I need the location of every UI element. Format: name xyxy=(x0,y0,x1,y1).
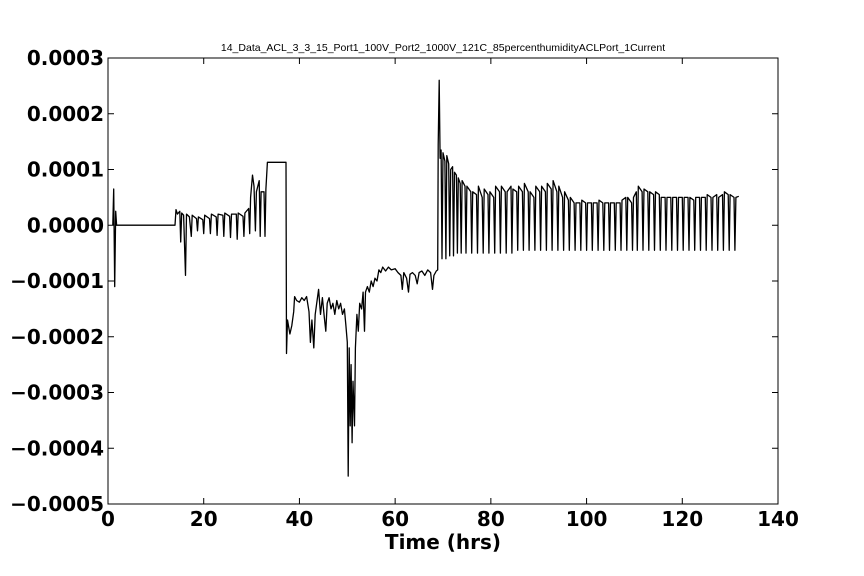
y-tick-label: −0.0003 xyxy=(10,381,104,405)
y-tick-label: −0.0005 xyxy=(10,492,104,516)
y-tick-label: −0.0004 xyxy=(10,436,104,460)
x-axis-title: Time (hrs) xyxy=(385,530,501,554)
axis-tick-labels: 0 20 40 60 80 100 120 140 0.0003 0.0002 0.0001 0.00… xyxy=(10,46,799,531)
y-tick-label: 0.0001 xyxy=(27,158,104,182)
x-tick-label: 40 xyxy=(286,507,314,531)
y-tick-label: 0.0000 xyxy=(27,213,104,237)
axis-ticks xyxy=(107,57,779,505)
x-tick-label: 0 xyxy=(101,507,115,531)
y-tick-label: 0.0002 xyxy=(27,102,104,126)
y-tick-label: −0.0001 xyxy=(10,269,104,293)
plot-area xyxy=(107,57,779,505)
y-tick-label: 0.0003 xyxy=(27,46,104,70)
x-tick-label: 60 xyxy=(381,507,409,531)
x-tick-label: 80 xyxy=(477,507,505,531)
x-tick-label: 100 xyxy=(566,507,608,531)
x-tick-label: 20 xyxy=(190,507,218,531)
series-line xyxy=(112,79,740,477)
chart-title: 14_Data_ACL_3_3_15_Port1_100V_Port2_1000… xyxy=(221,42,665,54)
y-tick-label: −0.0002 xyxy=(10,325,104,349)
x-tick-label: 120 xyxy=(661,507,703,531)
x-tick-label: 140 xyxy=(757,507,799,531)
